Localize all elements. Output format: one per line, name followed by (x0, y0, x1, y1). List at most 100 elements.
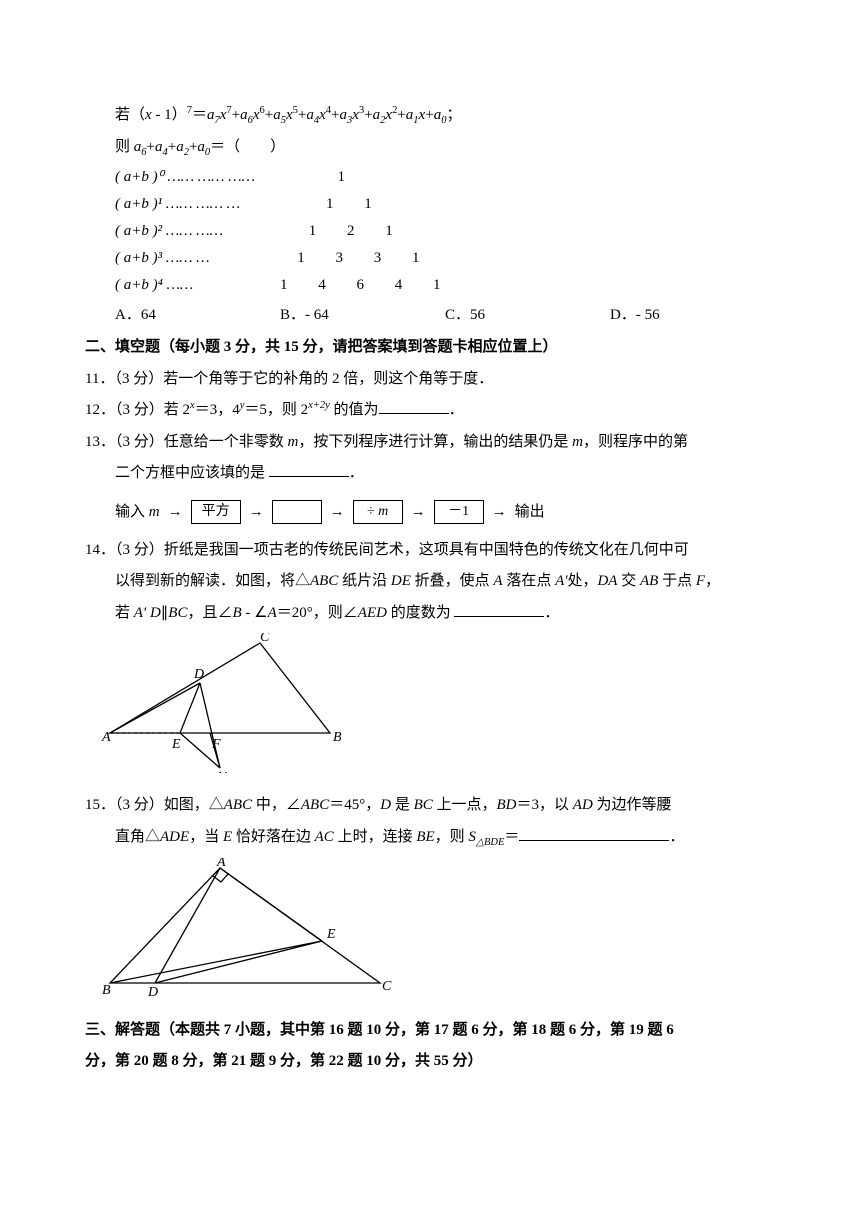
text: 二个方框中应该填的是 (115, 465, 269, 481)
text: 是 (391, 797, 414, 813)
text: 12．（3 分）若 2 (85, 402, 190, 418)
pascal-row: ( a+b )³ …… … 1 3 3 1 (115, 245, 775, 272)
text: 13．（3 分）任意给一个非零数 (85, 434, 288, 450)
q13-flowchart: 输入 m → 平方 → → ÷ m → －1 → 输出 (115, 496, 775, 529)
arrow-icon: → (168, 496, 183, 529)
blank[interactable] (519, 824, 669, 841)
text: 落在点 (503, 573, 556, 589)
svg-text:E: E (171, 737, 181, 752)
text: 纸片沿 (338, 573, 391, 589)
flow-box-div: ÷ m (353, 500, 403, 524)
text: ， (705, 573, 720, 589)
pascal-label: ( a+b )³ …… … (115, 245, 260, 272)
pascal-row: ( a+b )⁰ …… …… …… 1 (115, 164, 775, 191)
text: 输入 (115, 504, 149, 520)
text: ＝（ ） (210, 139, 285, 155)
pascal-label: ( a+b )⁰ …… …… …… (115, 164, 260, 191)
text: 直角△ (115, 829, 160, 845)
text: ，则程序中的第 (583, 434, 688, 450)
text: ． (349, 465, 364, 481)
svg-text:F: F (211, 737, 221, 752)
arrow-icon: → (249, 496, 264, 529)
svg-text:C: C (382, 979, 392, 994)
pascal-nums: 1 4 6 4 1 (260, 272, 775, 299)
pascal-row: ( a+b )¹ …… …… … 1 1 (115, 191, 775, 218)
pascal-triangle: ( a+b )⁰ …… …… …… 1 ( a+b )¹ …… …… … 1 1… (85, 164, 775, 299)
text: ＝5，则 2 (244, 402, 308, 418)
pascal-row: ( a+b )⁴ ……1 4 6 4 1 (115, 272, 775, 299)
q10-options: A．64 B．- 64 C．56 D．- 56 (115, 299, 775, 332)
q14-figure: A E F B C D A′ (100, 633, 775, 786)
q11: 11．（3 分）若一个角等于它的补角的 2 倍，则这个角等于度． (85, 364, 775, 396)
blank[interactable] (454, 600, 544, 617)
svg-text:D: D (193, 667, 204, 682)
svg-text:E: E (326, 927, 336, 942)
q15-figure: A B D C E (100, 858, 775, 1011)
flow-box-minus1: －1 (434, 500, 484, 524)
flow-box-square: 平方 (191, 500, 241, 524)
option-c[interactable]: C．56 (445, 299, 610, 332)
svg-text:A: A (216, 858, 226, 870)
arrow-icon: → (492, 496, 507, 529)
pascal-nums: 1 1 (260, 191, 775, 218)
pascal-nums: 1 2 1 (260, 218, 775, 245)
svg-text:D: D (147, 985, 158, 998)
text: 的值为 (330, 402, 379, 418)
pascal-nums: 1 3 3 1 (260, 245, 775, 272)
q15-line1: 15．（3 分）如图，△ABC 中，∠ABC＝45°，D 是 BC 上一点，BD… (85, 790, 775, 822)
text: ． (544, 605, 559, 621)
blank[interactable] (379, 398, 449, 415)
text: 上一点， (433, 797, 497, 813)
option-a[interactable]: A．64 (115, 299, 280, 332)
q10-line2: 则 a6+a4+a2+a0＝（ ） (85, 132, 775, 164)
text: ，当 (189, 829, 223, 845)
pascal-label: ( a+b )⁴ …… (115, 272, 260, 299)
text: 折叠，使点 (411, 573, 494, 589)
text: ，按下列程序进行计算，输出的结果仍是 (298, 434, 572, 450)
text: ＝ (504, 829, 519, 845)
svg-text:B: B (333, 730, 342, 745)
svg-text:B: B (102, 983, 111, 998)
text: 若（ (115, 107, 145, 123)
pascal-nums: 1 (260, 164, 775, 191)
q14-line1: 14．（3 分）折纸是我国一项古老的传统民间艺术，这项具有中国特色的传统文化在几… (85, 535, 775, 567)
q14-line3: 若 A′ D∥BC，且∠B - ∠A＝20°，则∠AED 的度数为 ． (85, 598, 775, 630)
text: - 1） (152, 107, 187, 123)
text: - ∠ (242, 605, 268, 621)
text: ，则 (435, 829, 469, 845)
arrow-icon: → (411, 496, 426, 529)
pascal-label: ( a+b )¹ …… …… … (115, 191, 260, 218)
text: 交 (617, 573, 640, 589)
option-b[interactable]: B．- 64 (280, 299, 445, 332)
q13-line2: 二个方框中应该填的是 ． (85, 458, 775, 490)
text: 处， (567, 573, 597, 589)
text: 的度数为 (387, 605, 455, 621)
text: ＝20°，则∠ (277, 605, 358, 621)
svg-text:C: C (260, 633, 270, 645)
pascal-label: ( a+b )² …… …… (115, 218, 260, 245)
section-3-header-l2: 分，第 20 题 8 分，第 21 题 9 分，第 22 题 10 分，共 55… (85, 1046, 775, 1078)
text: ． (669, 829, 684, 845)
text: 以得到新的解读．如图，将△ (115, 573, 310, 589)
var-x: x (145, 107, 152, 123)
arrow-icon: → (330, 496, 345, 529)
text: ＝3，4 (195, 402, 240, 418)
flow-box-blank[interactable] (272, 500, 322, 524)
flow-output: 输出 (515, 496, 545, 529)
section-3-header-l1: 三、解答题（本题共 7 小题，其中第 16 题 10 分，第 17 题 6 分，… (85, 1015, 775, 1047)
blank[interactable] (269, 461, 349, 478)
text: ． (449, 402, 464, 418)
section-2-header: 二、填空题（每小题 3 分，共 15 分，请把答案填到答题卡相应位置上） (85, 332, 775, 364)
text: 中，∠ (252, 797, 301, 813)
q15-line2: 直角△ADE，当 E 恰好落在边 AC 上时，连接 BE，则 S△BDE＝． (85, 822, 775, 854)
svg-text:A: A (101, 730, 111, 745)
option-d[interactable]: D．- 56 (610, 299, 775, 332)
text: 恰好落在边 (232, 829, 315, 845)
text: 于点 (658, 573, 696, 589)
text: 上时，连接 (334, 829, 417, 845)
text: ＝45°， (329, 797, 380, 813)
flow-input: 输入 m (115, 496, 160, 529)
text: 则 (115, 139, 134, 155)
text: 15．（3 分）如图，△ (85, 797, 224, 813)
pascal-row: ( a+b )² …… …… 1 2 1 (115, 218, 775, 245)
